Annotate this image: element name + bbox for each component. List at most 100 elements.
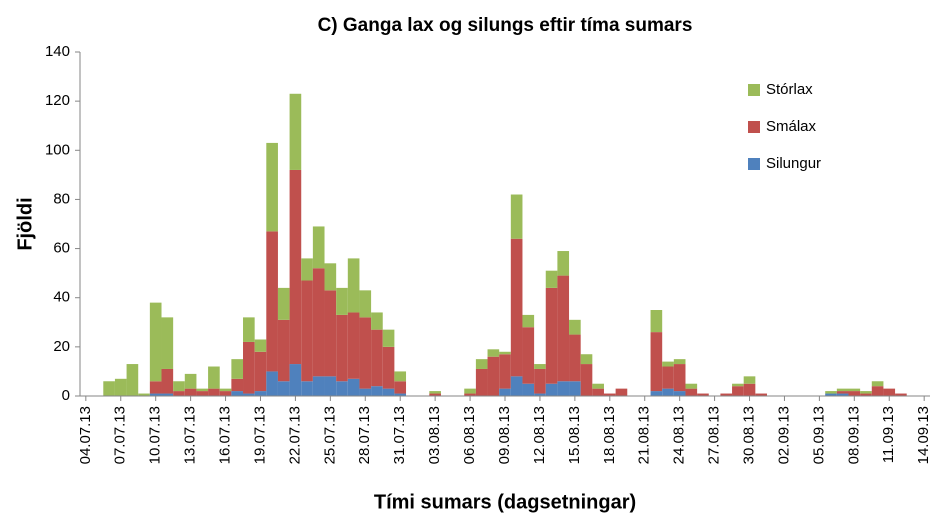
x-tick-label: 27.08.13 — [706, 406, 723, 464]
bar-segment — [173, 391, 185, 396]
bar-segment — [510, 194, 523, 239]
bar-segment — [219, 388, 232, 392]
bar-segment — [347, 258, 360, 313]
bar-segment — [650, 391, 663, 396]
bar-segment — [149, 302, 162, 382]
bar-segment — [464, 393, 476, 396]
bar-segment — [545, 383, 558, 396]
bar-segment — [836, 391, 849, 394]
bar-segment — [475, 368, 488, 396]
bar-segment — [312, 226, 325, 269]
y-tick-label: 120 — [45, 92, 70, 109]
bar-segment — [557, 381, 570, 396]
legend-swatch — [748, 121, 760, 133]
bar-segment — [510, 238, 523, 377]
bar-segment — [895, 393, 907, 396]
x-tick-label: 15.08.13 — [566, 406, 583, 464]
bar-segment — [662, 366, 674, 389]
bar-segment — [243, 341, 255, 394]
bar-segment — [557, 251, 570, 276]
legend-label: Stórlax — [766, 81, 813, 98]
bar-segment — [534, 364, 546, 369]
bar-segment — [429, 393, 441, 396]
bar-segment — [126, 364, 139, 396]
bar-segment — [499, 388, 511, 396]
bar-segment — [219, 391, 232, 396]
bar-segment — [848, 388, 861, 392]
bar-segment — [580, 364, 593, 396]
x-tick-label: 04.07.13 — [77, 406, 94, 464]
bar-segment — [347, 378, 360, 396]
bar-segment — [603, 393, 616, 396]
bar-segment — [312, 376, 325, 396]
bar-segment — [266, 142, 278, 232]
bar-segment — [184, 373, 197, 389]
bar-segment — [615, 388, 628, 396]
bar-segment — [475, 359, 488, 369]
bar-segment — [324, 290, 337, 377]
bar-segment — [650, 332, 663, 392]
bar-segment — [266, 371, 278, 396]
y-tick-label: 60 — [53, 240, 70, 257]
chart-title: C) Ganga lax og silungs eftir tíma sumar… — [318, 15, 693, 36]
bar-segment — [743, 383, 756, 396]
bar-segment — [883, 388, 896, 396]
bar-segment — [231, 391, 244, 396]
bar-segment — [277, 381, 290, 396]
bar-segment — [836, 388, 849, 392]
y-tick-label: 40 — [53, 289, 70, 306]
bar-segment — [382, 346, 395, 389]
bar-segment — [836, 393, 849, 396]
x-tick-label: 22.07.13 — [286, 406, 303, 464]
bar-segment — [114, 378, 127, 396]
y-tick-label: 20 — [53, 338, 70, 355]
bar-segment — [161, 317, 174, 369]
bar-segment — [359, 290, 372, 318]
bar-segment — [254, 351, 267, 392]
bar-segment — [580, 354, 593, 365]
bar-segment — [487, 356, 500, 396]
bar-segment — [545, 287, 558, 384]
bar-segment — [359, 388, 372, 396]
bar-segment — [208, 388, 220, 396]
bar-segment — [196, 388, 209, 392]
x-tick-label: 06.08.13 — [461, 406, 478, 464]
bar-segment — [254, 339, 267, 352]
x-tick-label: 08.09.13 — [845, 406, 862, 464]
bar-segment — [697, 393, 709, 396]
bar-segment — [382, 329, 395, 347]
bar-segment — [289, 93, 302, 170]
bar-segment — [522, 327, 535, 384]
bar-segment — [592, 383, 604, 389]
bar-segment — [336, 381, 348, 396]
bar-segment — [650, 310, 663, 333]
bar-segment — [685, 383, 698, 389]
x-tick-label: 31.07.13 — [391, 406, 408, 464]
bar-segment — [208, 366, 220, 389]
bar-segment — [464, 388, 476, 394]
bar-segment — [289, 364, 302, 396]
bar-segment — [301, 280, 313, 382]
y-tick-label: 100 — [45, 141, 70, 158]
bar-segment — [825, 393, 837, 396]
bar-segment — [720, 393, 733, 396]
bar-segment — [499, 354, 511, 389]
x-tick-label: 05.09.13 — [810, 406, 827, 464]
legend-swatch — [748, 158, 760, 170]
y-tick-label: 140 — [45, 43, 70, 60]
bar-segment — [301, 258, 313, 281]
x-tick-label: 16.07.13 — [217, 406, 234, 464]
bar-segment — [103, 381, 115, 396]
y-tick-label: 0 — [62, 387, 70, 404]
bar-segment — [277, 287, 290, 320]
y-tick-label: 80 — [53, 190, 70, 207]
bar-segment — [301, 381, 313, 396]
bar-segment — [324, 263, 337, 291]
bar-segment — [755, 393, 767, 396]
bar-segment — [277, 319, 290, 382]
bar-segment — [673, 391, 686, 396]
bar-segment — [545, 270, 558, 288]
x-tick-label: 24.08.13 — [671, 406, 688, 464]
bar-segment — [673, 364, 686, 392]
bar-segment — [871, 381, 884, 387]
